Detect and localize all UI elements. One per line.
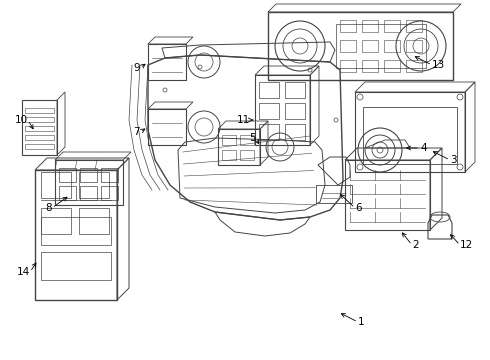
Bar (101, 168, 118, 182)
Text: 2: 2 (412, 240, 418, 250)
Bar (79, 208, 109, 234)
Text: 10: 10 (15, 115, 28, 125)
Bar (384, 20, 400, 32)
Bar (362, 60, 378, 72)
Bar (101, 186, 118, 200)
Text: 3: 3 (450, 155, 457, 165)
Bar (259, 103, 279, 119)
Bar (285, 103, 305, 119)
Text: 12: 12 (460, 240, 473, 250)
Bar (285, 82, 305, 98)
Text: 4: 4 (420, 143, 427, 153)
Bar (362, 20, 378, 32)
Bar (79, 172, 109, 198)
Bar (259, 124, 279, 140)
Bar (362, 40, 378, 52)
Text: 6: 6 (355, 203, 362, 213)
Bar (285, 124, 305, 140)
Bar (41, 217, 111, 245)
Bar (240, 135, 254, 145)
Bar (259, 82, 279, 98)
Bar (240, 150, 254, 160)
Bar (222, 135, 236, 145)
Bar (336, 24, 426, 68)
Bar (59, 168, 76, 182)
Text: 13: 13 (432, 60, 445, 70)
Bar (59, 186, 76, 200)
Bar (340, 40, 356, 52)
Bar (80, 186, 97, 200)
Bar (340, 20, 356, 32)
Text: 14: 14 (17, 267, 30, 277)
Bar (406, 20, 422, 32)
Bar (384, 40, 400, 52)
Bar (406, 60, 422, 72)
Text: 7: 7 (133, 127, 140, 137)
Text: 8: 8 (46, 203, 52, 213)
Bar (406, 40, 422, 52)
Bar (384, 60, 400, 72)
Bar (41, 208, 71, 234)
Bar (41, 172, 71, 198)
Bar (222, 150, 236, 160)
Bar (41, 252, 111, 280)
Text: 9: 9 (133, 63, 140, 73)
Bar (80, 168, 97, 182)
Text: 5: 5 (249, 133, 256, 143)
Text: 11: 11 (237, 115, 250, 125)
Text: 1: 1 (358, 317, 365, 327)
Bar (340, 60, 356, 72)
